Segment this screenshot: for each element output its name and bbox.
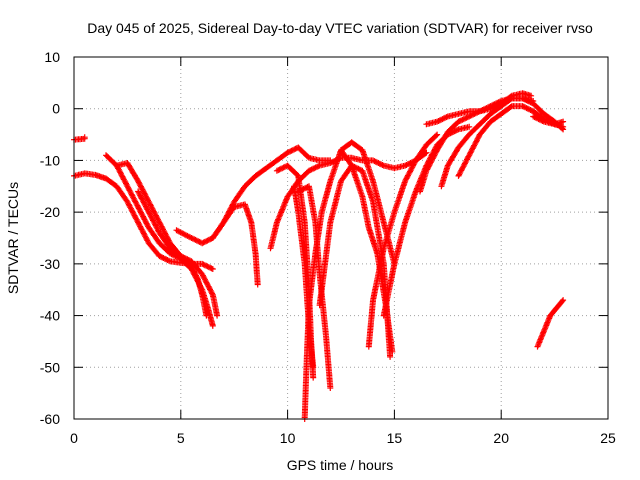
data-point-markers [455, 103, 567, 179]
data-point-markers [135, 188, 210, 319]
y-tick-label: -50 [40, 359, 60, 375]
data-point-markers [534, 297, 567, 350]
series-track-7 [209, 201, 261, 288]
series-track-22 [534, 297, 567, 350]
data-point-markers [209, 201, 261, 288]
series-track-21 [530, 113, 567, 128]
x-tick-label: 20 [493, 430, 509, 446]
plot-frame [73, 56, 609, 420]
y-tick-label: -60 [40, 411, 60, 427]
data-points [71, 90, 567, 422]
series-track-20 [455, 103, 567, 179]
y-tick-label: 0 [52, 101, 60, 117]
data-point-markers [267, 149, 430, 252]
x-tick-label: 15 [387, 430, 403, 446]
axis-ticks: 0 5 10 15 20 25 10 0 -10 -20 -30 -40 -50 -60 [40, 49, 616, 446]
series-track-8 [267, 149, 430, 252]
series-track-4 [113, 160, 221, 319]
x-tick-label: 10 [280, 430, 296, 446]
data-point-markers [113, 160, 221, 319]
series-track-15 [365, 131, 441, 350]
chart-title: Day 045 of 2025, Sidereal Day-to-day VTE… [87, 20, 593, 36]
x-axis-label: GPS time / hours [287, 457, 394, 473]
y-tick-label: -10 [40, 152, 60, 168]
y-tick-label: -20 [40, 204, 60, 220]
y-tick-label: -30 [40, 256, 60, 272]
data-point-markers [438, 95, 567, 190]
data-point-markers [530, 113, 567, 128]
x-tick-label: 5 [177, 430, 185, 446]
x-tick-label: 0 [70, 430, 78, 446]
y-tick-label: 10 [44, 49, 60, 65]
x-tick-label: 25 [600, 430, 616, 446]
y-axis-label: SDTVAR / TECUs [5, 182, 21, 294]
y-tick-label: -40 [40, 308, 60, 324]
series-track-19 [438, 95, 567, 190]
data-point-markers [365, 131, 441, 350]
series-track-5 [135, 188, 210, 319]
